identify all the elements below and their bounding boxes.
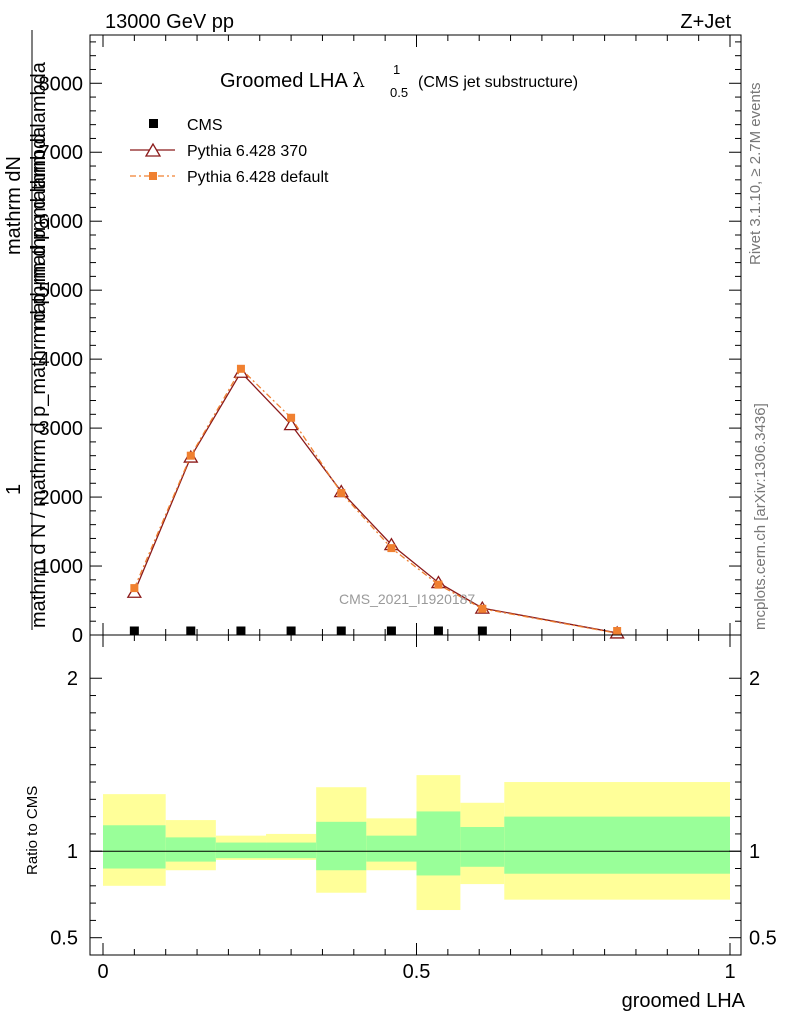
ratio-x-axis: 0 0.5 1	[97, 635, 736, 983]
legend-label-pythia-default: Pythia 6.428 default	[187, 169, 329, 186]
ratio-band-inner	[504, 816, 730, 874]
ratio-plot-area	[90, 775, 741, 911]
series-point-0	[186, 626, 196, 636]
y-tick-label: 5000	[39, 280, 84, 302]
x-tick-label: 0	[97, 961, 108, 983]
series-point-2	[613, 627, 622, 635]
legend-marker-cms	[149, 119, 158, 128]
header-left: 13000 GeV pp	[105, 11, 234, 33]
series-point-2	[186, 451, 195, 460]
chart-title-text: Groomed LHA	[220, 70, 348, 92]
ratio-band-inner	[316, 821, 367, 871]
y-tick-label: 2000	[39, 487, 84, 509]
series-point-2	[130, 584, 139, 593]
ratio-y-tick-label-right: 2	[749, 668, 760, 690]
series-line-2	[133, 367, 618, 634]
series-point-2	[287, 413, 296, 422]
ratio-band-inner	[416, 811, 461, 876]
legend-label-cms: CMS	[187, 117, 223, 134]
ratio-y-tick-label: 2	[67, 668, 78, 690]
ratio-y-axis: 0.5 0.5 1 1 2 2	[50, 668, 777, 949]
chart-title-superscript: 1	[393, 62, 400, 77]
series-point-0	[236, 626, 246, 636]
ratio-y-tick-label-right: 0.5	[749, 928, 777, 950]
x-tick-label: 1	[724, 961, 735, 983]
chart-title-subscript: 0.5	[390, 85, 408, 100]
y-tick-label: 7000	[39, 142, 84, 164]
ratio-band-inner	[103, 825, 166, 869]
series-point-2	[387, 544, 396, 553]
ratio-panel: 0.5 0.51 12 2 0 0.5 1 Ratio to CMS groomed LH…	[24, 634, 777, 1012]
series-point-0	[477, 626, 487, 636]
chart-title-symbol: λ	[352, 68, 365, 92]
ratio-y-tick-label: 1	[67, 841, 78, 863]
y-label-prefix: 1	[3, 484, 25, 495]
chart-subtitle: (CMS jet substructure)	[418, 74, 578, 91]
legend-marker-pythia-default	[149, 172, 157, 180]
y-label-prefix-denominator: mathrm d N / mathrm d p_mathrm d p_mathr…	[28, 126, 50, 628]
ratio-panel-frame	[89, 634, 742, 956]
series-point-0	[386, 626, 396, 636]
x-axis-label: groomed LHA	[622, 990, 746, 1012]
legend: CMS Pythia 6.428 370 Pythia 6.428 defaul…	[130, 117, 329, 186]
main-panel: 0 1000 2000 3000 4000 5000 6000 7000 8000 Groome…	[3, 30, 742, 647]
ratio-band-inner	[366, 835, 417, 862]
series-point-2	[236, 364, 245, 373]
mcplots-label: mcplots.cern.ch [arXiv:1306.3436]	[752, 403, 769, 630]
chart-title: Groomed LHA λ	[220, 68, 365, 92]
rivet-label: Rivet 3.1.10, ≥ 2.7M events	[747, 83, 764, 266]
y-tick-label: 4000	[39, 349, 84, 371]
header-right: Z+Jet	[680, 11, 731, 33]
analysis-watermark: CMS_2021_I1920187	[339, 591, 475, 607]
ratio-band-inner	[215, 842, 267, 859]
x-tick-label: 0.5	[403, 961, 431, 983]
ratio-y-label: Ratio to CMS	[24, 786, 41, 875]
legend-marker-pythia-370	[144, 142, 162, 157]
y-tick-label: 0	[72, 625, 83, 647]
y-label-denominator: mathrm d p_mathrm d lambda	[28, 61, 50, 330]
series-point-2	[337, 488, 346, 497]
ratio-y-tick-label-right: 1	[749, 841, 760, 863]
series-point-2	[478, 604, 487, 613]
series-point-0	[336, 626, 346, 636]
series-point-0	[433, 626, 443, 636]
series-point-2	[434, 580, 443, 589]
series-point-1	[283, 417, 299, 431]
y-tick-label: 1000	[39, 556, 84, 578]
ratio-band-inner	[165, 837, 216, 862]
y-label-numerator: mathrm dN	[3, 156, 25, 255]
legend-label-pythia-370: Pythia 6.428 370	[187, 143, 307, 160]
main-plot-area	[126, 364, 625, 639]
main-y-axis: 0 1000 2000 3000 4000 5000 6000 7000 8000	[39, 41, 741, 647]
main-x-ticks	[102, 35, 731, 635]
ratio-band-inner	[266, 842, 317, 859]
ratio-band-inner	[460, 827, 505, 867]
ratio-y-tick-label: 0.5	[50, 928, 78, 950]
y-tick-label: 6000	[39, 211, 84, 233]
y-tick-label: 3000	[39, 418, 84, 440]
y-tick-label: 8000	[39, 73, 84, 95]
